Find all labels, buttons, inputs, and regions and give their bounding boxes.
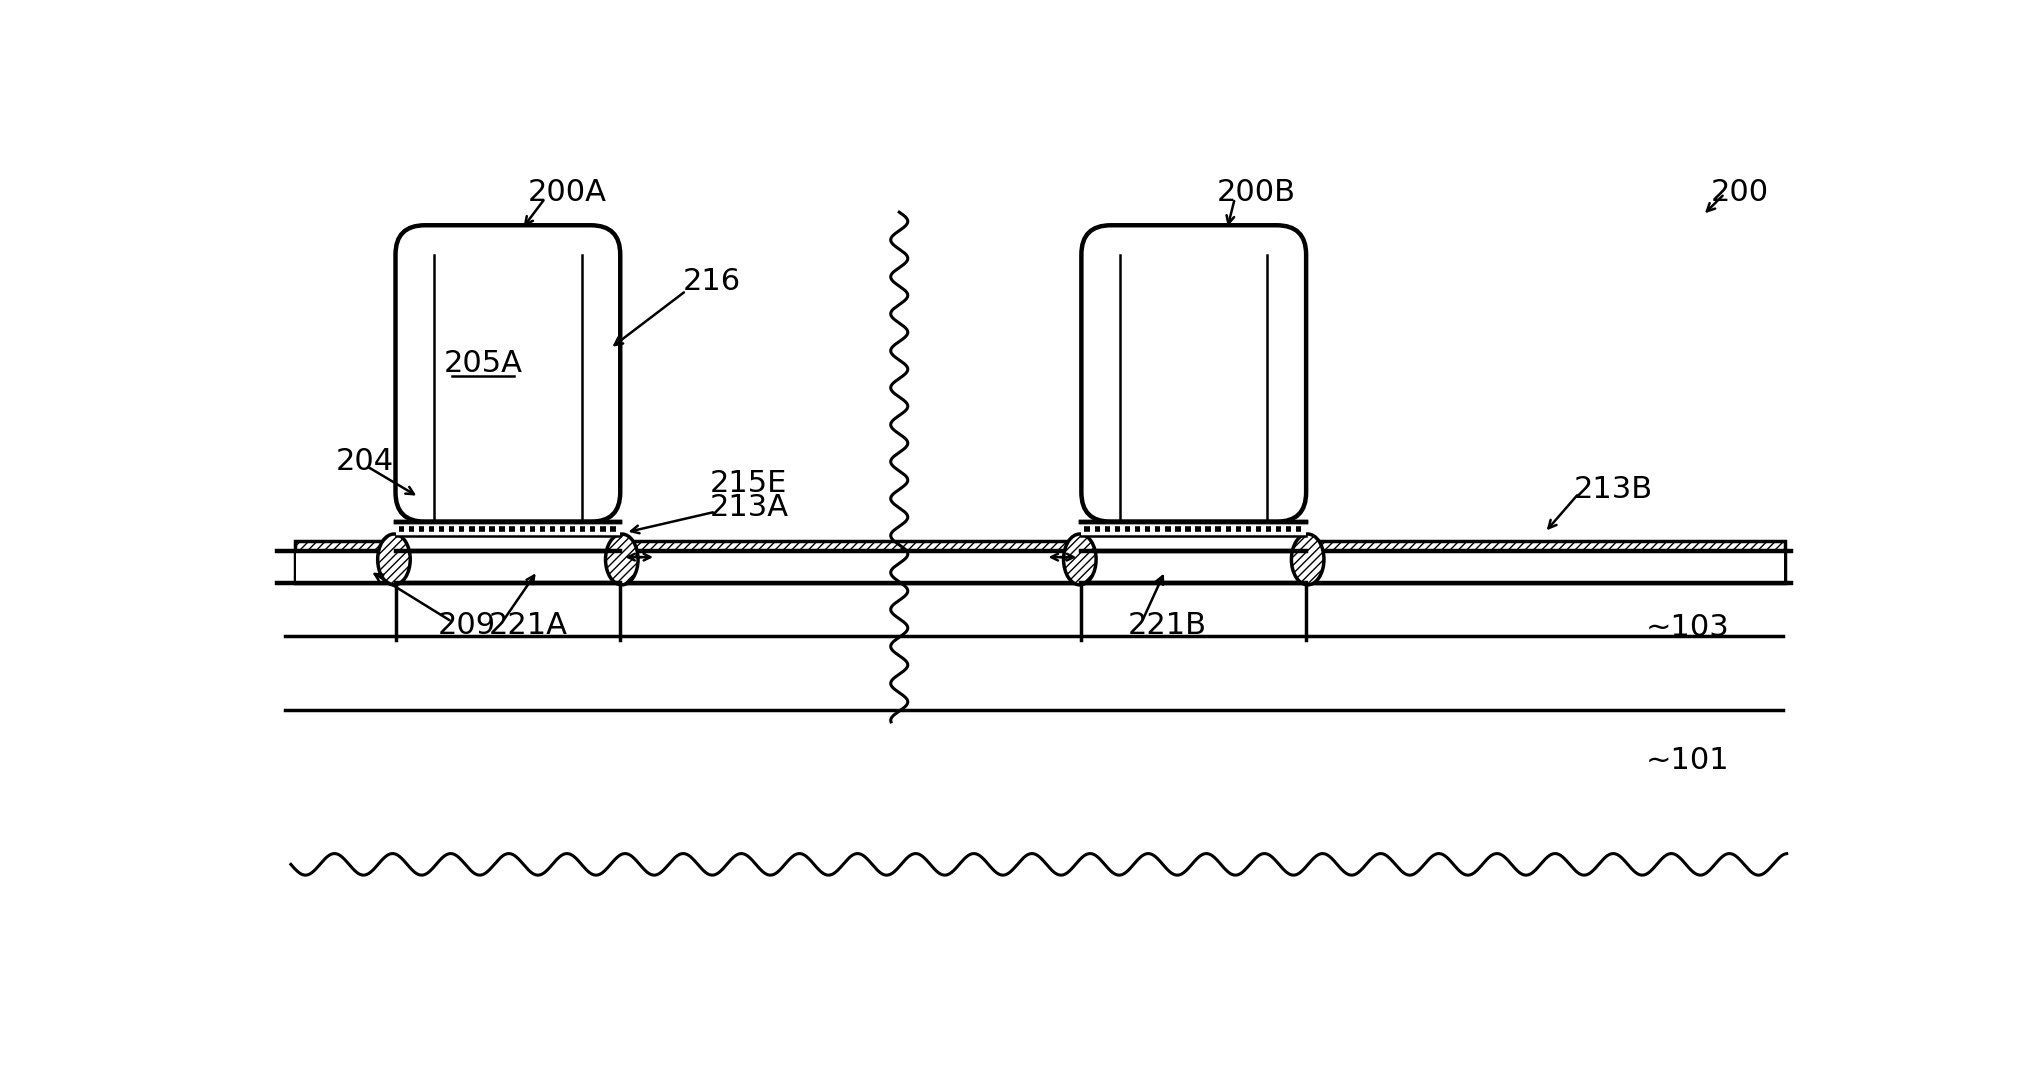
Wedge shape: [1081, 255, 1111, 284]
Text: 213B: 213B: [1573, 475, 1652, 504]
Text: 213A: 213A: [710, 493, 789, 522]
Text: 215E: 215E: [710, 469, 787, 498]
Wedge shape: [395, 255, 426, 284]
Text: ~101: ~101: [1646, 746, 1729, 775]
Ellipse shape: [605, 534, 637, 585]
Bar: [397, 255, 434, 521]
Text: 204: 204: [335, 447, 393, 476]
Bar: [1119, 226, 1267, 521]
FancyBboxPatch shape: [1081, 226, 1307, 521]
Bar: [623, 541, 1079, 584]
Bar: [434, 226, 581, 521]
Text: 200B: 200B: [1216, 177, 1297, 206]
Ellipse shape: [1063, 534, 1095, 585]
FancyBboxPatch shape: [395, 226, 621, 521]
Bar: [623, 551, 1079, 584]
Bar: [1081, 521, 1307, 535]
Text: 200: 200: [1710, 177, 1769, 206]
Bar: [1309, 551, 1785, 584]
Wedge shape: [1277, 255, 1307, 284]
Bar: [581, 255, 619, 521]
Ellipse shape: [1291, 534, 1323, 585]
Text: ~103: ~103: [1646, 614, 1729, 643]
Bar: [395, 521, 621, 535]
Text: 200A: 200A: [526, 177, 607, 206]
Bar: [1307, 541, 1785, 584]
Text: 205A: 205A: [444, 349, 522, 378]
Text: 216: 216: [684, 267, 740, 296]
Bar: [294, 541, 387, 584]
Bar: [276, 551, 1791, 584]
Bar: [1267, 255, 1305, 521]
Bar: [395, 551, 619, 584]
Bar: [1083, 255, 1119, 521]
Bar: [1083, 551, 1305, 584]
Text: 221A: 221A: [488, 612, 567, 640]
Text: 209: 209: [438, 612, 496, 640]
Wedge shape: [591, 255, 621, 284]
Ellipse shape: [377, 534, 409, 585]
Text: 221B: 221B: [1128, 612, 1206, 640]
Bar: [296, 551, 387, 584]
